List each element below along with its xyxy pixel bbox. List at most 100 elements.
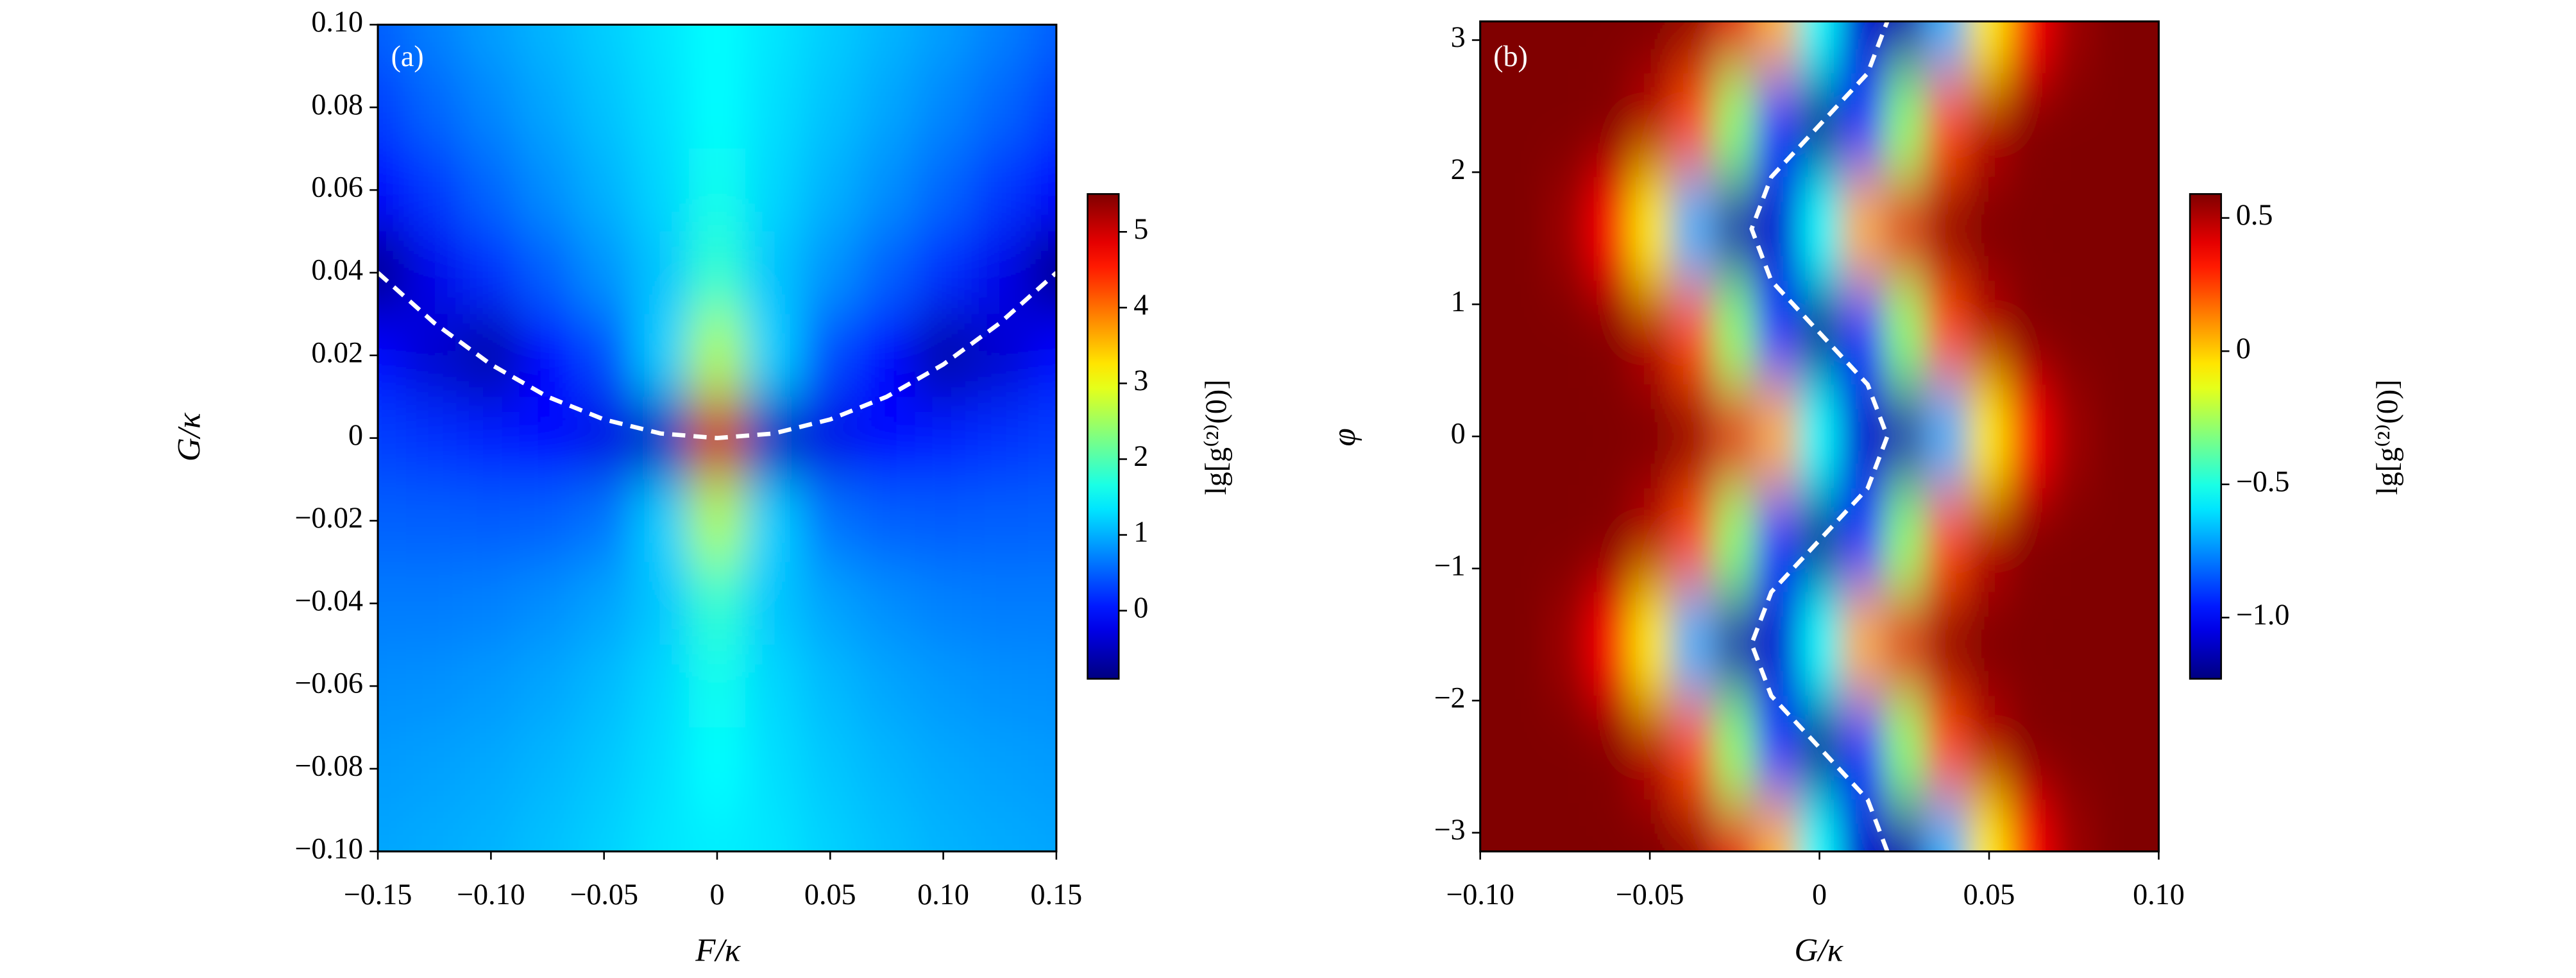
heatmap-cell xyxy=(2137,384,2159,490)
heatmap-cell xyxy=(632,644,690,729)
heatmap-cell xyxy=(406,727,464,811)
heatmap-cell xyxy=(462,24,520,67)
heatmap-cell xyxy=(858,644,917,729)
heatmap-cell xyxy=(2010,592,2054,697)
heatmap-cell xyxy=(2137,488,2159,594)
heatmap-cell xyxy=(2137,73,2159,178)
heatmap-cell xyxy=(745,65,803,150)
heatmap-cell xyxy=(1967,488,2012,594)
heatmap-cell xyxy=(575,479,634,563)
heatmap-cell xyxy=(1629,280,1672,386)
x-tick-label: 0 xyxy=(709,878,724,911)
heatmap-cell xyxy=(1925,280,1969,386)
heatmap xyxy=(1480,21,2159,852)
x-tick-label: −0.10 xyxy=(457,878,525,911)
heatmap-cell xyxy=(1883,73,1927,178)
heatmap-cell xyxy=(2095,488,2139,594)
heatmap-cell xyxy=(915,727,973,811)
heatmap-cell xyxy=(2137,799,2159,852)
heatmap-cell xyxy=(378,148,407,233)
heatmap-cell xyxy=(406,562,464,646)
heatmap-cell xyxy=(2053,488,2096,594)
heatmap-cell xyxy=(1629,488,1672,594)
heatmap-cell xyxy=(1543,280,1588,386)
heatmap-cell xyxy=(1756,384,1800,490)
heatmap-cell xyxy=(1967,21,2012,74)
heatmap-cell xyxy=(462,562,520,646)
heatmap-cell xyxy=(2010,488,2054,594)
heatmap-cell xyxy=(1028,644,1056,729)
heatmap-cell xyxy=(406,24,464,67)
heatmap-cell xyxy=(1629,21,1672,74)
heatmap-cell xyxy=(971,148,1030,233)
heatmap-cell xyxy=(1586,280,1630,386)
heatmap-cell xyxy=(1028,562,1056,646)
heatmap-cell xyxy=(1501,176,1545,282)
heatmap-cell xyxy=(1925,73,1969,178)
x-tick-label: 0.10 xyxy=(917,878,969,911)
heatmap-cell xyxy=(1756,799,1800,852)
heatmap-cell xyxy=(1671,21,1715,74)
colorbar-tick-label: −1.0 xyxy=(2236,598,2290,631)
y-axis-label: φ xyxy=(1326,428,1362,446)
heatmap-cell xyxy=(519,65,577,150)
heatmap-cell xyxy=(1671,696,1715,801)
heatmap-cell xyxy=(745,562,803,646)
y-tick-label: −0.06 xyxy=(294,667,363,699)
heatmap-cell xyxy=(971,65,1030,150)
heatmap-cell xyxy=(1028,314,1056,398)
heatmap-cell xyxy=(1756,696,1800,801)
heatmap-cell xyxy=(915,479,973,563)
heatmap-cell xyxy=(1798,799,1842,852)
heatmap-cell xyxy=(802,314,860,398)
heatmap-cell xyxy=(1543,73,1588,178)
heatmap-cell xyxy=(1883,280,1927,386)
heatmap-cell xyxy=(971,479,1030,563)
heatmap-cell xyxy=(1480,592,1503,697)
heatmap-cell xyxy=(745,479,803,563)
heatmap-cell xyxy=(2095,696,2139,801)
heatmap-cell xyxy=(575,231,634,315)
heatmap-cell xyxy=(2053,176,2096,282)
heatmap-cell xyxy=(915,65,973,150)
heatmap-cell xyxy=(915,231,973,315)
heatmap-cell xyxy=(1840,488,1885,594)
heatmap-cell xyxy=(802,231,860,315)
heatmap-cell xyxy=(1967,280,2012,386)
heatmap-cell xyxy=(2053,592,2096,697)
x-tick-label: 0.10 xyxy=(2133,878,2185,911)
dashed-curve xyxy=(1749,21,1890,852)
heatmap-cell xyxy=(378,24,407,67)
heatmap-cell xyxy=(2053,73,2096,178)
heatmap-cell xyxy=(519,644,577,729)
heatmap-cell xyxy=(802,24,860,67)
heatmap-cell xyxy=(1925,384,1969,490)
heatmap-cell xyxy=(1671,73,1715,178)
heatmap-cell xyxy=(632,231,690,315)
heatmap-cell xyxy=(1629,73,1672,178)
y-tick-label: 0.02 xyxy=(311,336,363,368)
heatmap-cell xyxy=(1480,488,1503,594)
panel-label: (b) xyxy=(1493,40,1528,73)
heatmap-cell xyxy=(1840,21,1885,74)
x-tick-label: −0.15 xyxy=(344,878,412,911)
heatmap-cell xyxy=(2095,21,2139,74)
heatmap-cell xyxy=(1798,592,1842,697)
y-tick-label: 1 xyxy=(1451,285,1466,318)
heatmap-cell xyxy=(858,727,917,811)
heatmap-cell xyxy=(1756,73,1800,178)
heatmap-cell xyxy=(688,644,747,729)
heatmap-cell xyxy=(1671,280,1715,386)
heatmap-cell xyxy=(378,397,407,481)
heatmap-cell xyxy=(1967,384,2012,490)
heatmap-cell xyxy=(1756,21,1800,74)
heatmap-cell xyxy=(2095,280,2139,386)
heatmap-cell xyxy=(519,810,577,852)
heatmap-cell xyxy=(632,397,690,481)
heatmap-cell xyxy=(378,479,407,563)
heatmap-cell xyxy=(1883,21,1927,74)
heatmap-cell xyxy=(971,231,1030,315)
heatmap-cell xyxy=(632,479,690,563)
heatmap-cell xyxy=(688,562,747,646)
y-tick-label: −0.02 xyxy=(294,501,363,534)
